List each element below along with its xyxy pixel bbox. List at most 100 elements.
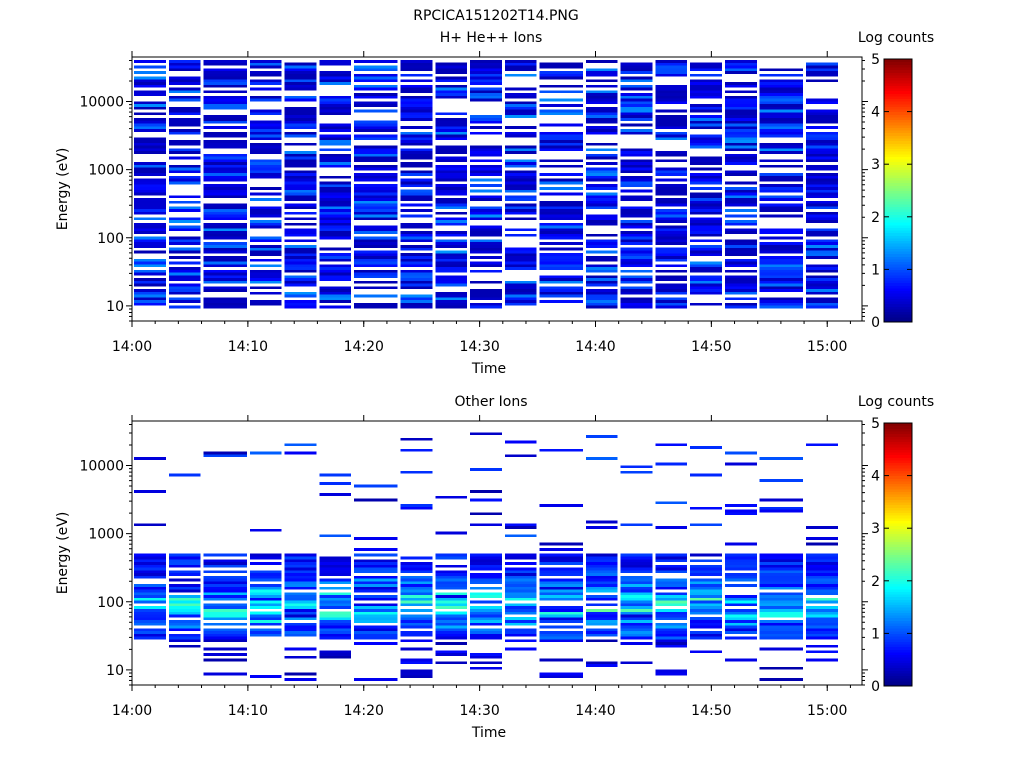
heatmap-cell xyxy=(585,609,618,612)
heatmap-cell xyxy=(435,148,468,152)
heatmap-cell xyxy=(319,140,352,143)
heatmap-cell xyxy=(655,233,688,237)
heatmap-cell xyxy=(400,592,433,596)
heatmap-cell xyxy=(249,611,282,615)
heatmap-cell xyxy=(284,184,317,187)
heatmap-cell xyxy=(470,631,502,634)
heatmap-cell xyxy=(400,192,433,196)
heatmap-cell xyxy=(203,609,247,612)
panel-title: H+ He++ Ions xyxy=(440,30,543,46)
heatmap-cell xyxy=(620,76,653,80)
colorbar-segment xyxy=(884,124,912,128)
heatmap-cell xyxy=(203,131,247,135)
heatmap-cell xyxy=(134,76,166,80)
heatmap-cell xyxy=(806,526,838,529)
heatmap-cell xyxy=(435,189,468,193)
colorbar-segment xyxy=(884,179,912,184)
heatmap-cell xyxy=(504,247,537,251)
colorbar-segment xyxy=(884,161,912,165)
heatmap-cell xyxy=(470,617,502,620)
colorbar-segment xyxy=(884,538,912,542)
heatmap-cell xyxy=(249,175,282,179)
colorbar-segment xyxy=(884,512,912,516)
heatmap-cell xyxy=(319,159,352,163)
y-tick-label: 1000 xyxy=(88,527,124,543)
heatmap-cell xyxy=(134,225,166,229)
heatmap-cell xyxy=(806,617,838,620)
heatmap-cell xyxy=(759,175,803,179)
heatmap-cell xyxy=(470,239,502,243)
heatmap-cell xyxy=(620,575,653,579)
heatmap-cell xyxy=(400,184,433,187)
heatmap-cell xyxy=(249,148,282,152)
heatmap-cell xyxy=(759,592,803,596)
heatmap-cell xyxy=(759,145,803,149)
heatmap-cell xyxy=(585,68,618,72)
heatmap-cell xyxy=(620,617,653,620)
colorbar-segment xyxy=(884,282,912,286)
colorbar-tick-label: 3 xyxy=(871,157,880,173)
heatmap-cell xyxy=(284,178,317,182)
heatmap-cell xyxy=(249,198,282,201)
heatmap-cell xyxy=(400,286,433,290)
heatmap-cell xyxy=(655,253,688,256)
heatmap-cell xyxy=(435,586,468,590)
heatmap-cell xyxy=(539,192,583,196)
heatmap-cell xyxy=(585,297,618,301)
heatmap-cell xyxy=(284,567,317,571)
heatmap-cell xyxy=(470,581,502,585)
heatmap-cell xyxy=(806,289,838,292)
heatmap-cell xyxy=(435,184,468,187)
colorbar-segment xyxy=(884,219,912,223)
y-tick-label: 10 xyxy=(106,663,124,679)
heatmap-cell xyxy=(319,573,352,576)
colorbar-segment xyxy=(884,520,912,524)
heatmap-cell xyxy=(539,592,583,596)
heatmap-cell xyxy=(168,239,201,243)
heatmap-cell xyxy=(759,173,803,176)
heatmap-cell xyxy=(284,559,317,563)
heatmap-cell xyxy=(725,512,757,516)
heatmap-cell xyxy=(585,597,618,601)
heatmap-cell xyxy=(168,286,201,290)
heatmap-cell xyxy=(690,239,722,243)
heatmap-cell xyxy=(759,457,803,460)
heatmap-cell xyxy=(470,206,502,210)
heatmap-cell xyxy=(134,278,166,281)
heatmap-cell xyxy=(470,79,502,83)
heatmap-cell xyxy=(400,181,433,185)
heatmap-cell xyxy=(620,162,653,165)
heatmap-cell xyxy=(134,123,166,127)
heatmap-cell xyxy=(319,597,352,601)
heatmap-cell xyxy=(203,90,247,94)
heatmap-cell xyxy=(203,256,247,259)
heatmap-cell xyxy=(354,148,398,152)
heatmap-cell xyxy=(759,184,803,187)
figure-title: RPCICA151202T14.PNG xyxy=(413,8,578,24)
heatmap-cell xyxy=(539,633,583,637)
heatmap-cell xyxy=(585,195,618,199)
heatmap-cell xyxy=(504,62,537,66)
heatmap-cell xyxy=(435,222,468,226)
heatmap-cell xyxy=(504,300,537,303)
heatmap-cell xyxy=(249,620,282,623)
heatmap-cell xyxy=(655,231,688,234)
heatmap-cell xyxy=(585,553,618,557)
heatmap-cell xyxy=(725,60,757,63)
heatmap-cell xyxy=(690,187,722,190)
colorbar-segment xyxy=(884,203,912,207)
x-tick-label: 14:20 xyxy=(344,339,384,355)
heatmap-cell xyxy=(134,189,166,193)
heatmap-cell xyxy=(354,595,398,598)
heatmap-cell xyxy=(400,239,433,243)
heatmap-cell xyxy=(806,247,838,251)
heatmap-cell xyxy=(725,109,757,113)
heatmap-cell xyxy=(354,60,398,63)
colorbar-segment xyxy=(884,530,912,535)
heatmap-cell xyxy=(400,578,433,582)
heatmap-cell xyxy=(134,562,166,565)
colorbar-segment xyxy=(884,630,912,634)
heatmap-cell xyxy=(725,95,757,99)
heatmap-cell xyxy=(203,214,247,218)
heatmap-cell xyxy=(284,76,317,80)
